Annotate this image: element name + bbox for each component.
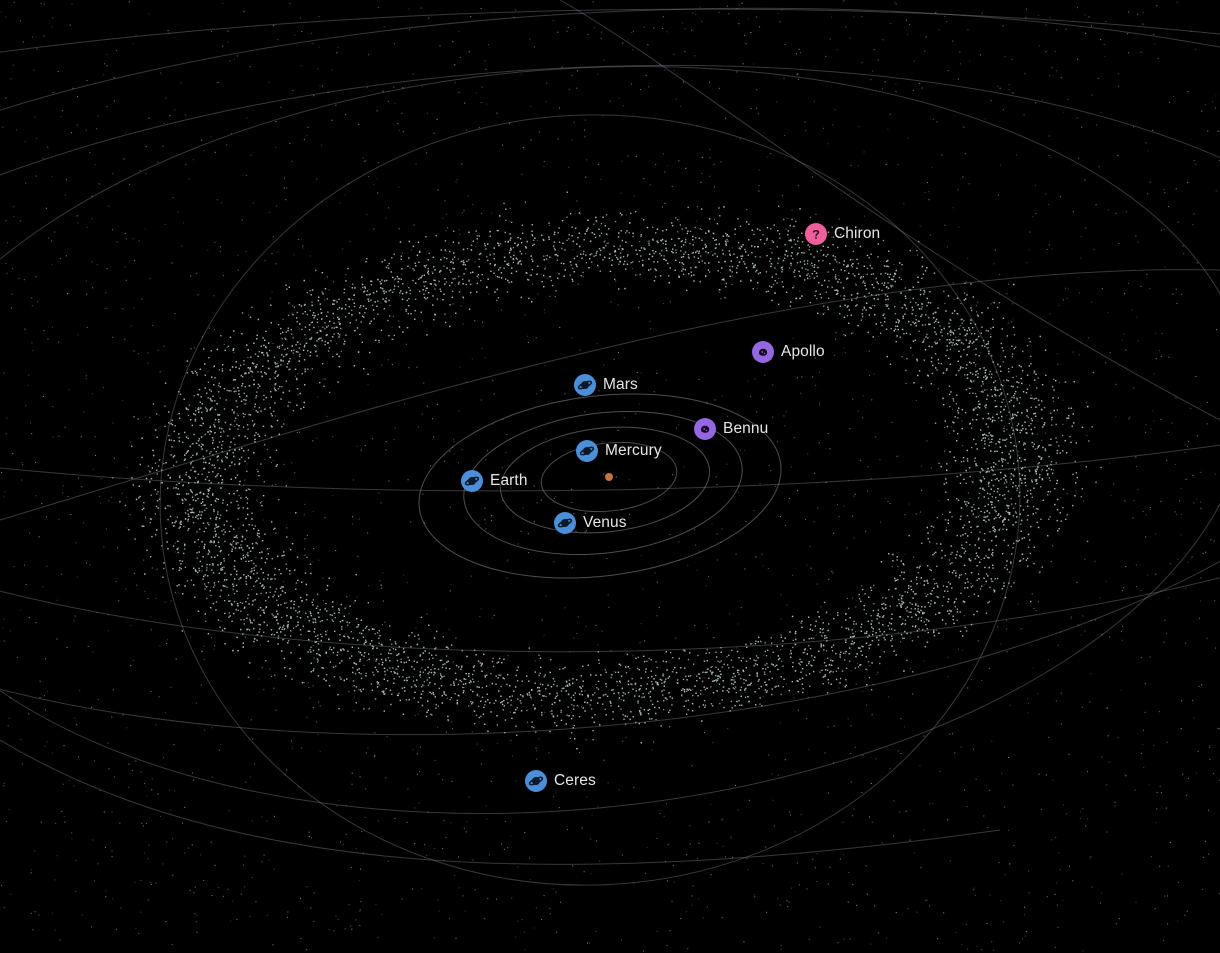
asteroid-belt [111, 191, 1102, 750]
orbit-path [0, 8, 1220, 492]
asteroid-icon [694, 418, 716, 440]
planet-icon [576, 440, 598, 462]
object-marker-mars[interactable]: Mars [574, 374, 638, 396]
orbit-path [0, 64, 1220, 736]
object-marker-venus[interactable]: Venus [554, 512, 627, 534]
planet-icon [574, 374, 596, 396]
sun[interactable] [605, 473, 613, 481]
planet-icon [525, 770, 547, 792]
object-marker-bennu[interactable]: Bennu [694, 418, 768, 440]
object-label-venus: Venus [583, 514, 627, 531]
object-label-bennu: Bennu [723, 420, 769, 437]
orbit-path [0, 739, 1001, 865]
asteroid-icon [752, 341, 774, 363]
orbit-path [0, 7, 1220, 653]
orbit-path [463, 410, 743, 556]
object-label-chiron: Chiron [834, 225, 881, 242]
orbit-path [540, 441, 678, 513]
object-marker-chiron[interactable]: Chiron [805, 223, 880, 245]
planet-icon [461, 470, 483, 492]
orbit-lines [0, 0, 1220, 886]
orbit-path [0, 66, 1220, 814]
object-marker-mercury[interactable]: Mercury [576, 440, 662, 462]
object-label-apollo: Apollo [781, 343, 825, 360]
object-label-ceres: Ceres [554, 772, 596, 789]
object-label-mars: Mars [603, 376, 638, 393]
object-label-mercury: Mercury [605, 442, 662, 459]
object-marker-apollo[interactable]: Apollo [752, 341, 825, 363]
object-marker-earth[interactable]: Earth [461, 470, 528, 492]
orbit-path [0, 269, 1220, 521]
object-label-earth: Earth [490, 472, 528, 489]
question-mark-icon [805, 223, 827, 245]
orbit-path [159, 114, 1021, 886]
object-marker-ceres[interactable]: Ceres [525, 770, 596, 792]
planet-icon [554, 512, 576, 534]
orbit-path [418, 393, 782, 579]
orbit-path [559, 0, 1220, 421]
orbit-path [499, 426, 711, 534]
